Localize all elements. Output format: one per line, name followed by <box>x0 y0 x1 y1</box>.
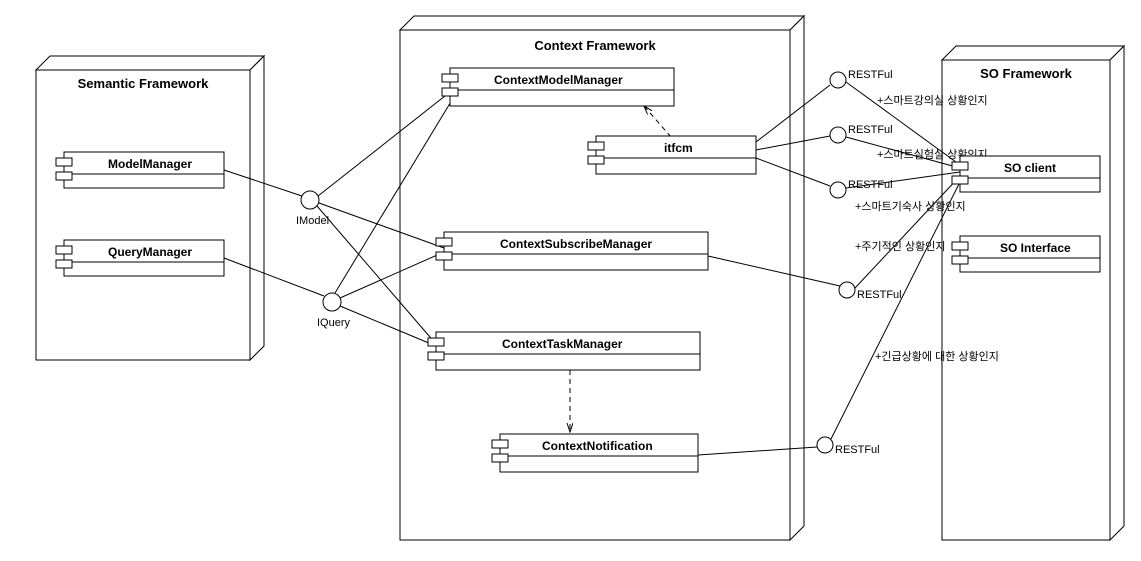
interface-rest-5 <box>817 437 833 453</box>
component-soclient-label: SO client <box>1004 161 1056 175</box>
component-modelmanager: ModelManager <box>56 152 224 188</box>
component-querymanager: QueryManager <box>56 240 224 276</box>
interface-rest-5-label: RESTFul <box>835 444 880 456</box>
component-contextsubscribe-label: ContextSubscribeManager <box>500 237 652 251</box>
package-context-title: Context Framework <box>534 38 656 53</box>
component-sointerface-label: SO Interface <box>1000 241 1071 255</box>
component-soclient: SO client <box>952 156 1100 192</box>
interface-rest-2-label: RESTFul <box>848 124 893 136</box>
package-so-title: SO Framework <box>980 66 1073 81</box>
package-semantic-title: Semantic Framework <box>78 76 210 91</box>
component-contextnotification: ContextNotification <box>492 434 698 472</box>
component-contexttask-label: ContextTaskManager <box>502 337 623 351</box>
interface-rest-4-label: RESTFul <box>857 289 902 301</box>
component-contexttask: ContextTaskManager <box>428 332 700 370</box>
relation-3: +스마트기숙사 상황인지 <box>855 200 966 213</box>
component-contextmodelmanager-label: ContextModelManager <box>494 73 623 87</box>
interface-rest-1 <box>830 72 846 88</box>
interface-rest-2 <box>830 127 846 143</box>
interface-iquery-label: IQuery <box>317 317 351 329</box>
interface-imodel-label: IModel <box>296 215 329 227</box>
component-contextsubscribe: ContextSubscribeManager <box>436 232 708 270</box>
interface-iquery <box>323 293 341 311</box>
interface-imodel <box>301 191 319 209</box>
component-itfcm: itfcm <box>588 136 756 174</box>
interface-rest-4 <box>839 282 855 298</box>
component-querymanager-label: QueryManager <box>108 245 192 259</box>
relation-4: +주기적인 상황인지 <box>855 240 945 253</box>
relation-1: +스마트강의실 상황인지 <box>877 94 988 107</box>
interface-rest-1-label: RESTFul <box>848 69 893 81</box>
package-semantic: Semantic Framework <box>36 56 264 360</box>
component-contextmodelmanager: ContextModelManager <box>442 68 674 106</box>
interface-rest-3 <box>830 182 846 198</box>
component-modelmanager-label: ModelManager <box>108 157 192 171</box>
relation-5: +긴급상황에 대한 상황인지 <box>875 350 999 363</box>
component-itfcm-label: itfcm <box>664 141 693 155</box>
package-so: SO Framework <box>942 46 1124 540</box>
component-contextnotification-label: ContextNotification <box>542 439 653 453</box>
component-sointerface: SO Interface <box>952 236 1100 272</box>
